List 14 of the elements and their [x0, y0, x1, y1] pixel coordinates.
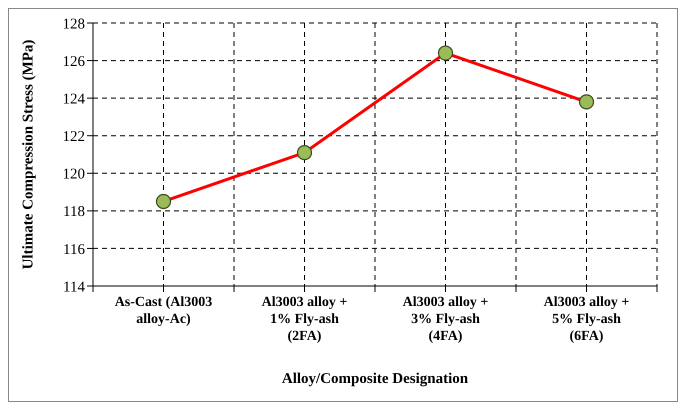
y-tick-label: 116	[63, 242, 86, 258]
x-tick-label: As-Cast (Al3003 alloy-Ac)	[114, 295, 212, 327]
y-tick-label: 120	[62, 166, 85, 183]
y-tick-label: 124	[62, 91, 86, 108]
y-tick-label: 114	[63, 279, 86, 296]
x-tick-label: Al3003 alloy + 1% Fly-ash (2FA)	[262, 295, 348, 344]
y-axis-title: Ultimate Compression Stress (MPa)	[20, 40, 36, 270]
y-tick-label: 128	[62, 16, 85, 32]
y-tick-label: 126	[62, 54, 86, 70]
y-tick-label: 118	[63, 204, 85, 220]
x-axis-title: Alloy/Composite Designation	[282, 371, 469, 387]
x-tick-label: Al3003 alloy + 3% Fly-ash (4FA)	[402, 295, 488, 344]
y-tick-label: 122	[62, 129, 85, 146]
x-tick-label: Al3003 alloy + 5% Fly-ash (6FA)	[544, 295, 630, 344]
